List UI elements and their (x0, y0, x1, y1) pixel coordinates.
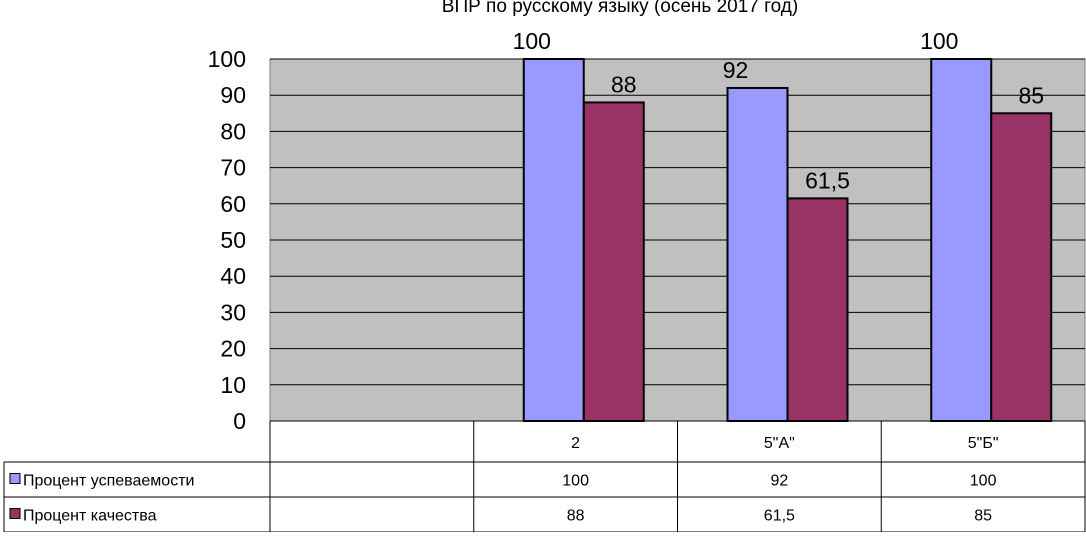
bars (522, 58, 1053, 423)
bar (582, 101, 645, 422)
table-category-label: 5"А" (764, 435, 795, 452)
data-label: 100 (513, 28, 551, 54)
y-tick-label: 90 (220, 82, 246, 108)
y-tick-label: 80 (220, 118, 246, 144)
y-tick-label: 20 (220, 336, 246, 362)
data-label: 85 (1018, 82, 1044, 108)
legend-label: Процент успеваемости (23, 473, 194, 490)
y-tick-label: 0 (233, 408, 246, 434)
chart-title: ВПР по русскому языку (осень 2017 год) (442, 0, 798, 17)
y-tick-label: 40 (220, 263, 246, 289)
table-value: 88 (567, 508, 585, 525)
bar (726, 86, 789, 423)
bar (786, 197, 849, 422)
table-value: 100 (970, 473, 997, 490)
legend-key (9, 473, 21, 484)
y-tick-label: 30 (220, 299, 246, 325)
y-tick-label: 50 (220, 227, 246, 253)
table-value: 100 (562, 473, 589, 490)
data-labels: 100 88 92 61,5 100 85 (513, 28, 1044, 193)
legend-key (9, 508, 21, 519)
y-tick-label: 70 (220, 155, 246, 181)
table-category-label: 2 (571, 435, 580, 452)
table-value: 85 (974, 508, 992, 525)
table-value: 92 (770, 473, 788, 490)
data-label: 61,5 (805, 167, 850, 193)
data-table: 2 5"А" 5"Б" Процент успеваемости 100 92 100 Про… (3, 420, 1086, 533)
data-label: 92 (723, 57, 749, 83)
data-label: 100 (920, 28, 958, 54)
y-tick-label: 10 (220, 372, 246, 398)
bar (522, 58, 585, 422)
table-value: 61,5 (764, 508, 795, 525)
y-tick-label: 100 (208, 46, 246, 72)
y-axis-ticks: 0 10 20 30 40 50 60 70 80 90 100 (208, 46, 246, 434)
legend-label: Процент качества (23, 508, 157, 525)
y-tick-label: 60 (220, 191, 246, 217)
table-category-label: 5"Б" (968, 435, 999, 452)
data-label: 88 (611, 71, 637, 97)
bar (930, 58, 993, 422)
bar (990, 112, 1053, 423)
